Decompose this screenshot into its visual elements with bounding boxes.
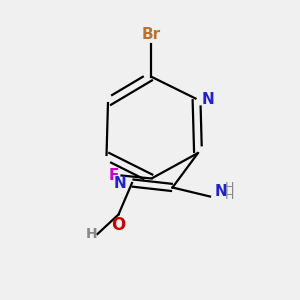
Text: F: F: [109, 168, 119, 183]
Text: O: O: [111, 216, 126, 234]
Text: N: N: [114, 176, 127, 190]
Text: N: N: [214, 184, 227, 200]
Text: Br: Br: [141, 27, 160, 42]
Text: H: H: [86, 227, 97, 241]
Text: N: N: [202, 92, 215, 106]
Text: H: H: [224, 189, 234, 202]
Text: H: H: [224, 181, 234, 194]
